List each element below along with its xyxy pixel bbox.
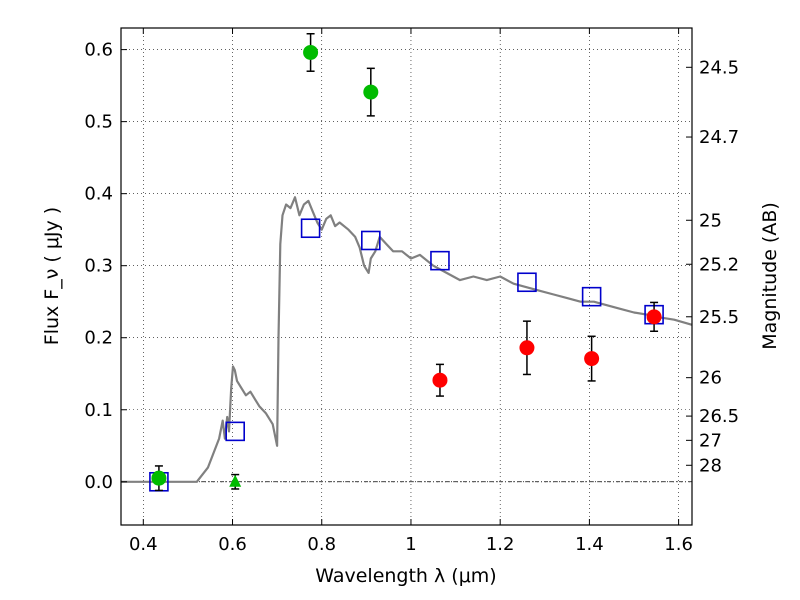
- magnitude-tick-label: 26.5: [699, 406, 739, 427]
- y-tick-label: 0.2: [84, 328, 113, 349]
- y-axis-ticks: 0.0 0.1 0.2 0.3 0.4 0.5 0.6: [84, 40, 127, 493]
- y-tick-label: 0.5: [84, 112, 113, 133]
- y-tick-label: 0.3: [84, 256, 113, 277]
- green-data-point: [151, 470, 167, 486]
- y-tick-label: 0.1: [84, 400, 113, 421]
- red-data-point: [646, 309, 662, 325]
- magnitude-tick-label: 27: [699, 430, 722, 451]
- magnitude-tick-label: 24.5: [699, 57, 739, 78]
- magnitude-axis-ticks: 24.5 24.7 25 25.2 25.5 26 26.5 27 28: [686, 57, 739, 476]
- x-axis-ticks: 0.4 0.6 0.8 1 1.2 1.4 1.6: [129, 28, 693, 555]
- x-tick-label: 1.2: [486, 534, 515, 555]
- upper-limit-triangle: [229, 474, 242, 487]
- green-data-point: [303, 44, 319, 60]
- y-tick-label: 0.6: [84, 40, 113, 61]
- magnitude-tick-label: 26: [699, 368, 722, 389]
- x-tick-label: 0.6: [218, 534, 247, 555]
- magnitude-tick-label: 25.5: [699, 307, 739, 328]
- magnitude-tick-label: 25.2: [699, 254, 739, 275]
- model-photometry-square: [225, 421, 245, 442]
- x-tick-label: 1: [405, 534, 416, 555]
- magnitude-tick-label: 28: [699, 455, 722, 476]
- series-layer: [121, 33, 693, 492]
- model-photometry-square: [517, 272, 537, 293]
- model-photometry-square: [430, 250, 450, 271]
- y-axis-label: Flux F_ν ( μJy ): [41, 207, 63, 345]
- x-tick-label: 1.4: [575, 534, 604, 555]
- model-photometry-square: [300, 218, 321, 239]
- red-data-point: [584, 351, 600, 367]
- red-data-point: [432, 372, 448, 388]
- magnitude-tick-label: 25: [699, 210, 722, 231]
- model-photometry-square: [361, 230, 381, 251]
- model-spectrum-line: [121, 196, 693, 483]
- red-data-point: [519, 340, 535, 356]
- x-tick-label: 0.4: [129, 534, 158, 555]
- plot-frame: [120, 27, 693, 526]
- magnitude-tick-label: 24.7: [699, 127, 739, 148]
- model-photometry-square: [581, 286, 602, 307]
- y-tick-label: 0.0: [84, 472, 113, 493]
- x-axis-label: Wavelength λ (μm): [315, 565, 496, 587]
- x-tick-label: 1.6: [664, 534, 693, 555]
- x-tick-label: 0.8: [307, 534, 336, 555]
- gridlines: [121, 28, 692, 525]
- magnitude-axis-label: Magnitude (AB): [759, 202, 781, 350]
- y-tick-label: 0.4: [84, 184, 113, 205]
- green-data-point: [363, 84, 379, 100]
